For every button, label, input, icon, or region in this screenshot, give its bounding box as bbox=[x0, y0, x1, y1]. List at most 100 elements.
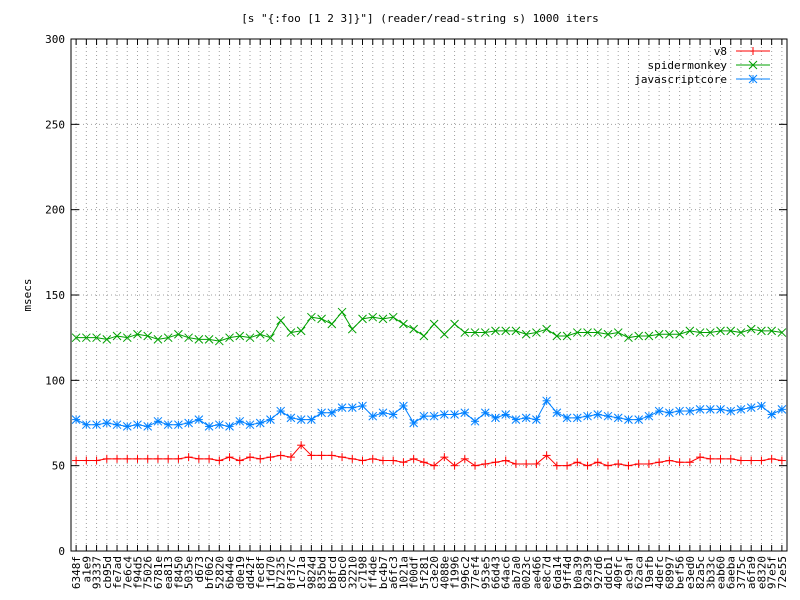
data-point-spidermonkey bbox=[317, 314, 326, 324]
data-point-javascriptcore bbox=[358, 401, 367, 411]
data-point-javascriptcore bbox=[501, 410, 511, 419]
series-line-javascriptcore bbox=[75, 399, 783, 427]
data-point-spidermonkey bbox=[153, 335, 163, 344]
x-tick-label: 996c2 bbox=[459, 556, 472, 589]
data-point-v8 bbox=[113, 454, 122, 463]
x-tick-label: 72e55 bbox=[776, 556, 789, 589]
data-point-javascriptcore bbox=[112, 420, 122, 430]
data-point-v8 bbox=[389, 456, 398, 465]
data-point-javascriptcore bbox=[491, 413, 500, 423]
data-point-v8 bbox=[276, 451, 285, 460]
data-point-spidermonkey bbox=[583, 328, 592, 337]
data-point-v8 bbox=[604, 461, 612, 470]
data-point-javascriptcore bbox=[378, 408, 388, 418]
data-point-spidermonkey bbox=[705, 328, 715, 337]
x-tick-label: 9ff4d bbox=[561, 556, 574, 589]
data-point-javascriptcore bbox=[347, 403, 357, 412]
x-tick-label: ac9af bbox=[622, 556, 635, 589]
x-tick-label: ff4de bbox=[367, 556, 380, 589]
data-point-javascriptcore bbox=[757, 401, 766, 411]
x-tick-label: b0a39 bbox=[571, 556, 584, 589]
data-point-v8 bbox=[736, 456, 745, 465]
x-tick-label: 835bd bbox=[316, 556, 329, 589]
data-point-v8 bbox=[471, 461, 480, 470]
x-tick-label: 66d43 bbox=[489, 556, 502, 589]
data-point-spidermonkey bbox=[532, 328, 541, 337]
x-tick-label: 4defc bbox=[653, 556, 666, 589]
x-tick-label: 32210 bbox=[346, 556, 359, 589]
y-tick-label: 300 bbox=[45, 33, 65, 46]
data-point-javascriptcore bbox=[583, 411, 592, 421]
x-tick-label: c3e20 bbox=[428, 556, 441, 589]
data-point-v8 bbox=[92, 456, 101, 465]
data-point-v8 bbox=[266, 453, 275, 462]
data-point-javascriptcore bbox=[736, 404, 746, 414]
data-point-spidermonkey bbox=[624, 333, 633, 343]
x-tick-label: 82a5c bbox=[694, 556, 707, 589]
data-point-v8 bbox=[194, 454, 203, 463]
x-tick-label: 1fd70 bbox=[264, 556, 277, 589]
data-point-spidermonkey bbox=[603, 329, 613, 339]
data-point-spidermonkey bbox=[388, 312, 398, 322]
data-point-spidermonkey bbox=[777, 328, 787, 337]
data-point-v8 bbox=[440, 453, 449, 462]
x-tick-label: bef56 bbox=[674, 556, 687, 589]
data-point-v8 bbox=[757, 456, 766, 465]
data-point-javascriptcore bbox=[276, 406, 286, 416]
data-point-spidermonkey bbox=[102, 335, 112, 344]
x-tick-label: 19afb bbox=[643, 556, 656, 589]
data-point-spidermonkey bbox=[163, 333, 173, 343]
data-point-spidermonkey bbox=[122, 333, 132, 343]
x-tick-label: f8450 bbox=[172, 556, 185, 589]
data-point-spidermonkey bbox=[511, 326, 521, 336]
data-point-javascriptcore bbox=[521, 413, 531, 423]
data-point-v8 bbox=[573, 458, 582, 467]
data-point-v8 bbox=[563, 461, 572, 470]
data-point-v8 bbox=[419, 458, 428, 467]
data-point-spidermonkey bbox=[92, 333, 101, 343]
data-point-spidermonkey bbox=[716, 326, 725, 336]
x-tick-label: 6b44e bbox=[224, 556, 237, 589]
data-point-v8 bbox=[532, 459, 541, 468]
data-point-v8 bbox=[491, 458, 500, 467]
legend-label-javascriptcore: javascriptcore bbox=[634, 73, 727, 86]
x-tick-label: 5f281 bbox=[418, 556, 431, 589]
data-point-spidermonkey bbox=[214, 336, 224, 346]
data-point-spidermonkey bbox=[613, 328, 623, 337]
data-point-v8 bbox=[256, 454, 265, 463]
x-tick-label: 75026 bbox=[142, 556, 155, 589]
data-point-javascriptcore bbox=[593, 410, 603, 419]
data-point-v8 bbox=[399, 458, 408, 467]
data-point-v8 bbox=[327, 451, 336, 460]
x-tick-label: 93337 bbox=[91, 556, 104, 589]
data-point-javascriptcore bbox=[153, 416, 163, 426]
data-point-v8 bbox=[409, 454, 418, 463]
data-point-javascriptcore bbox=[296, 415, 306, 424]
data-point-v8 bbox=[777, 456, 786, 465]
data-point-v8 bbox=[358, 456, 367, 465]
data-point-javascriptcore bbox=[480, 408, 490, 418]
data-point-spidermonkey bbox=[746, 324, 756, 334]
data-point-javascriptcore bbox=[675, 406, 684, 416]
data-point-v8 bbox=[307, 451, 316, 460]
data-point-javascriptcore bbox=[368, 411, 378, 421]
x-tick-label: 6da14 bbox=[551, 556, 564, 589]
data-point-javascriptcore bbox=[439, 410, 449, 419]
x-tick-label: 77ef4 bbox=[469, 556, 482, 589]
data-point-v8 bbox=[644, 459, 653, 468]
data-point-spidermonkey bbox=[552, 331, 562, 341]
legend-label-spidermonkey: spidermonkey bbox=[648, 59, 728, 72]
data-point-spidermonkey bbox=[368, 312, 378, 322]
data-point-javascriptcore bbox=[654, 406, 664, 416]
data-point-spidermonkey bbox=[266, 333, 275, 343]
data-point-spidermonkey bbox=[460, 328, 470, 337]
legend-marker-spidermonkey bbox=[748, 60, 758, 70]
data-point-spidermonkey bbox=[665, 329, 674, 339]
x-tick-label: 52820 bbox=[213, 556, 226, 589]
data-point-v8 bbox=[72, 456, 81, 465]
x-tick-label: 9824d bbox=[305, 556, 318, 589]
data-point-v8 bbox=[297, 441, 306, 450]
data-point-javascriptcore bbox=[245, 420, 255, 430]
data-point-javascriptcore bbox=[225, 422, 234, 431]
data-point-javascriptcore bbox=[71, 415, 81, 424]
